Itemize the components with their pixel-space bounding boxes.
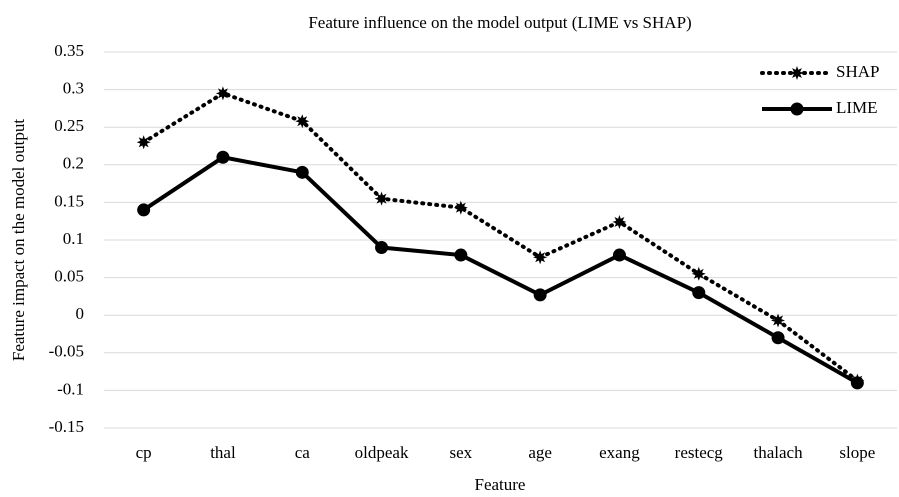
y-tick-label: 0.2 xyxy=(63,154,84,173)
data-point xyxy=(533,250,548,265)
x-tick-label: ca xyxy=(295,443,311,462)
y-tick-label: 0.25 xyxy=(54,116,84,135)
legend-label: SHAP xyxy=(836,62,879,81)
data-point xyxy=(295,165,309,179)
x-tick-label: oldpeak xyxy=(355,443,409,462)
data-point xyxy=(136,135,151,150)
data-point xyxy=(375,241,389,255)
legend-marker xyxy=(790,102,804,116)
data-point xyxy=(533,288,547,302)
x-tick-label: slope xyxy=(839,443,875,462)
data-point xyxy=(295,114,310,129)
data-point xyxy=(215,86,230,101)
data-point xyxy=(216,150,230,164)
y-tick-label: 0.05 xyxy=(54,267,84,286)
y-axis-title: Feature impact on the model output xyxy=(9,119,28,361)
x-tick-label: restecg xyxy=(675,443,724,462)
y-tick-label: 0.3 xyxy=(63,79,84,98)
y-tick-label: 0 xyxy=(76,304,85,323)
series-line xyxy=(141,91,860,383)
y-tick-label: -0.1 xyxy=(57,379,84,398)
data-point xyxy=(612,248,626,262)
data-point xyxy=(771,331,785,345)
x-tick-label: sex xyxy=(450,443,473,462)
legend-label: LIME xyxy=(836,98,878,117)
data-point xyxy=(454,248,468,262)
y-tick-label: -0.15 xyxy=(49,417,84,436)
y-tick-label: -0.05 xyxy=(49,342,84,361)
x-tick-label: thal xyxy=(210,443,236,462)
y-tick-label: 0.1 xyxy=(63,229,84,248)
data-point xyxy=(612,215,627,229)
data-point xyxy=(771,313,785,328)
data-point xyxy=(850,376,864,390)
data-point xyxy=(137,203,151,217)
series-line xyxy=(142,155,859,385)
data-point xyxy=(692,286,706,300)
chart-title: Feature influence on the model output (L… xyxy=(308,13,691,32)
x-tick-label: cp xyxy=(136,443,152,462)
x-axis-title: Feature xyxy=(475,475,526,494)
y-tick-label: 0.35 xyxy=(54,41,84,60)
data-point xyxy=(691,266,706,281)
x-tick-label: thalach xyxy=(754,443,804,462)
x-tick-label: age xyxy=(528,443,552,462)
x-tick-label: exang xyxy=(599,443,640,462)
legend-marker xyxy=(790,66,804,80)
data-point xyxy=(374,191,389,206)
data-point xyxy=(453,200,468,215)
y-tick-label: 0.15 xyxy=(54,191,84,210)
